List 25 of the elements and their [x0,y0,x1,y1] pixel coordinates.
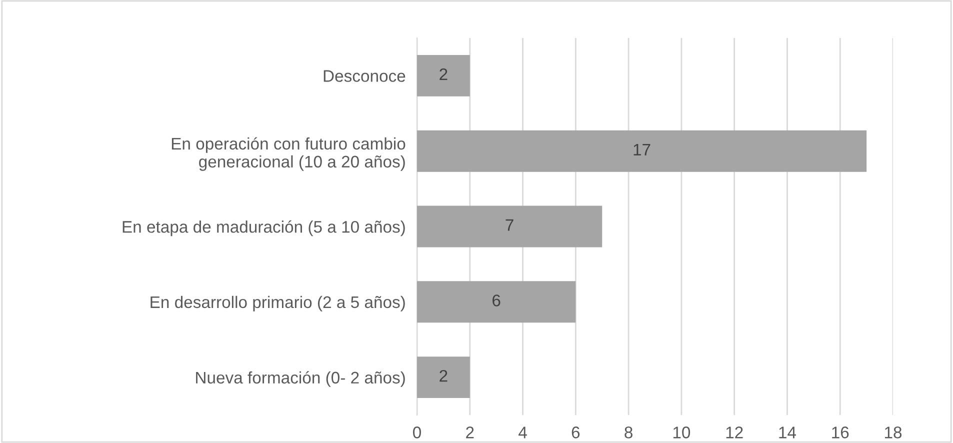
data-label: 7 [506,219,514,231]
bar [417,356,470,398]
x-tick-label: 2 [466,426,474,438]
x-tick-label: 6 [572,426,580,438]
x-tick-label: 18 [885,426,902,438]
data-label: 2 [440,370,448,382]
bar [417,54,470,96]
data-label: 6 [492,294,500,306]
y-tick-label: En operación con futuro cambio generacional (10 a 20 años) [172,137,406,171]
x-tick-label: 8 [624,426,632,438]
y-tick-label: En desarrollo primario (2 a 5 años) [150,296,405,312]
bar [417,130,867,172]
y-tick-label: Desconoce [324,70,406,82]
x-tick-label: 16 [832,426,849,438]
y-tick-label: En etapa de maduración (5 a 10 años) [122,220,405,236]
bar [417,281,576,323]
bar [417,206,602,248]
y-tick-label: Nueva formación (0- 2 años) [196,371,405,387]
data-label: 2 [440,68,448,80]
x-tick-label: 4 [518,426,527,438]
x-tick-label: 10 [673,426,690,438]
x-tick-label: 12 [726,426,743,438]
x-tick-label: 14 [779,426,796,438]
data-label: 17 [634,144,650,156]
x-tick-label: 0 [413,426,421,438]
